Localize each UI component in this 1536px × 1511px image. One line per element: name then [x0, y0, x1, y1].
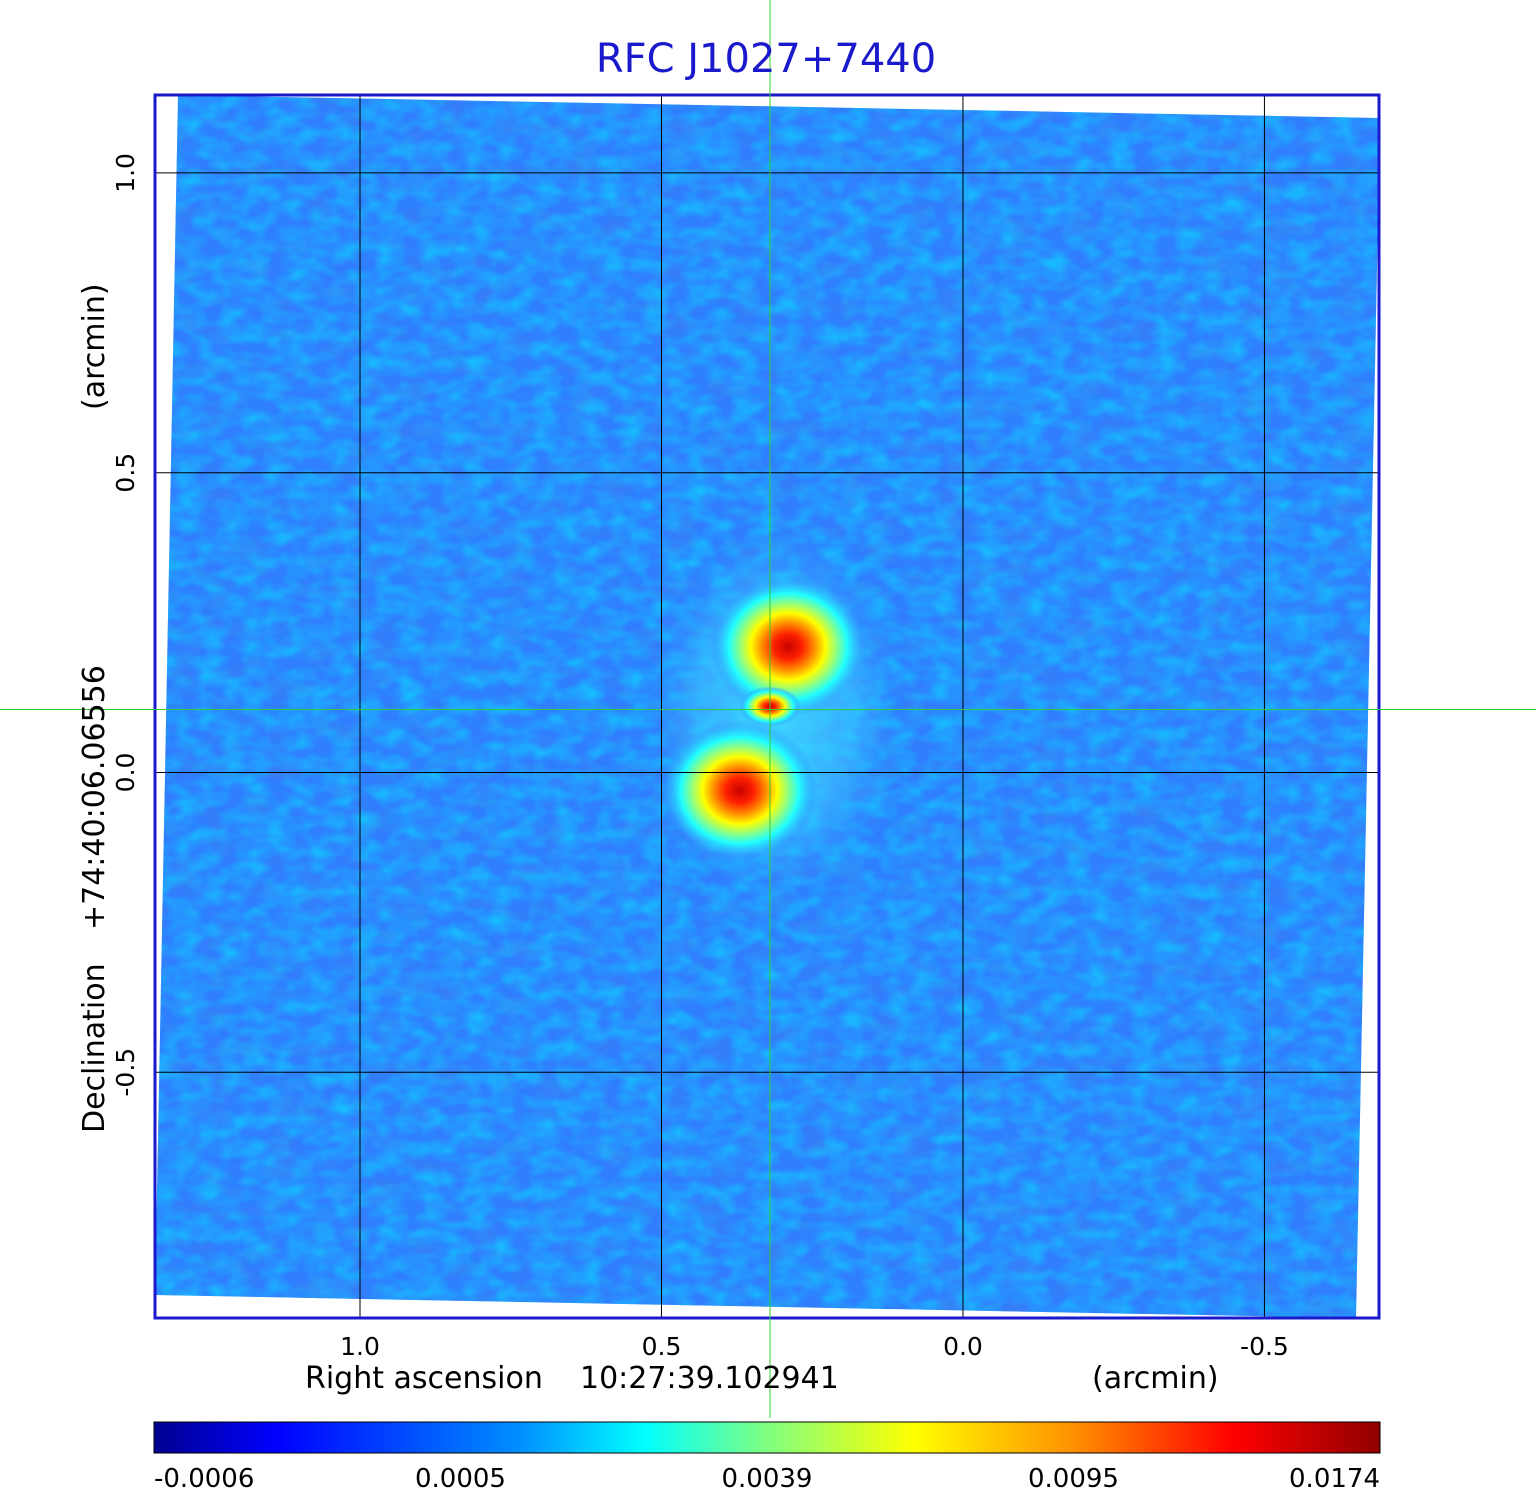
- plot-frame: [153, 93, 1381, 1320]
- x-tick-label: 0.0: [943, 1332, 983, 1361]
- y-tick-label: 1.0: [111, 153, 140, 193]
- x-axis-unit: (arcmin): [1092, 1361, 1219, 1396]
- y-tick-label: -0.5: [111, 1048, 140, 1097]
- x-tick-label: 0.5: [642, 1332, 682, 1361]
- x-axis-center: 10:27:39.102941: [580, 1361, 839, 1396]
- y-axis-unit: (arcmin): [77, 283, 112, 410]
- y-tick-label: 0.0: [111, 753, 140, 793]
- colorbar-tick-label: -0.0006: [154, 1464, 254, 1494]
- y-axis-center: +74:40:06.06556: [77, 665, 112, 930]
- x-tick-label: 1.0: [340, 1332, 380, 1361]
- x-tick-labels: 1.0 0.5 0.0 -0.5: [340, 1332, 1289, 1361]
- colorbar-tick-label: 0.0005: [415, 1464, 506, 1494]
- x-tick-label: -0.5: [1240, 1332, 1289, 1361]
- colorbar: [153, 1421, 1381, 1454]
- source-component: [710, 576, 867, 717]
- y-tick-labels: 1.0 0.5 0.0 -0.5: [111, 153, 140, 1097]
- source-emission: [646, 522, 907, 903]
- chart-title: RFC J1027+7440: [596, 36, 936, 82]
- y-axis-name: Declination: [77, 963, 112, 1133]
- colorbar-tick-label: 0.0039: [722, 1464, 813, 1494]
- x-axis-name: Right ascension: [305, 1361, 543, 1396]
- colorbar-tick-label: 0.0174: [1289, 1464, 1380, 1494]
- image-area: [155, 95, 1379, 1318]
- colorbar-tick-label: 0.0095: [1028, 1464, 1119, 1494]
- colorbar-tick-labels: -0.0006 0.0005 0.0039 0.0095 0.0174: [154, 1464, 1380, 1494]
- crosshair: [0, 0, 1536, 1418]
- coordinate-grid: [155, 95, 1379, 1318]
- source-component: [661, 720, 818, 861]
- y-tick-label: 0.5: [111, 453, 140, 493]
